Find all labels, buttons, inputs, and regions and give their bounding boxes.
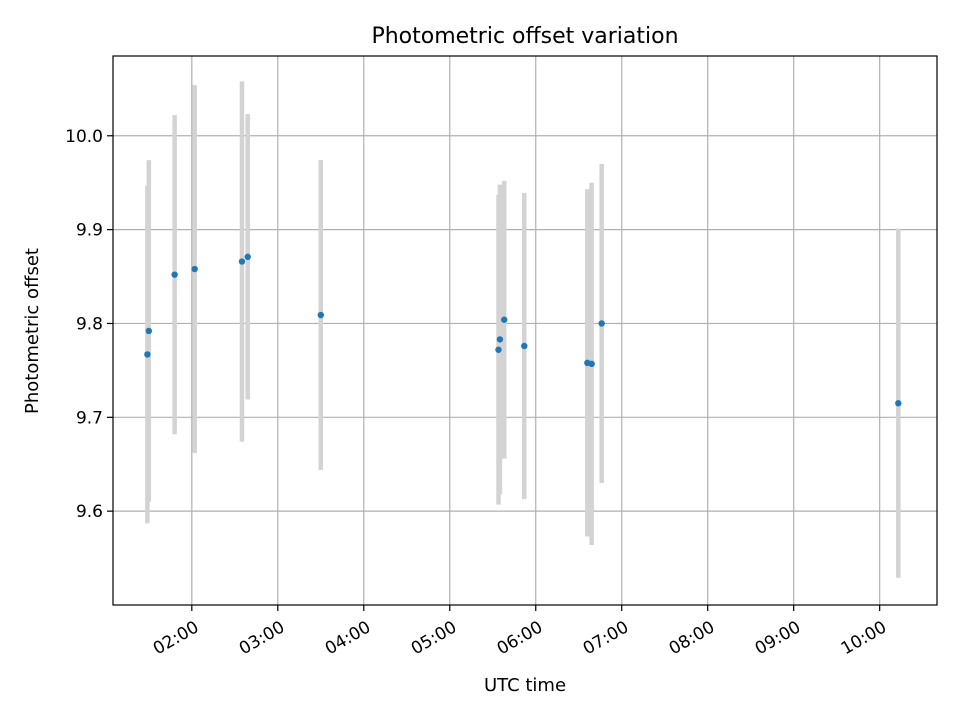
x-tick-label: 08:00 [666,617,718,659]
data-point [317,311,324,319]
x-tick-label: 03:00 [236,617,288,659]
y-tick-label: 9.9 [76,221,103,241]
data-point [496,336,504,343]
x-tick-label: 02:00 [150,617,202,659]
x-tick-label: 05:00 [408,617,460,659]
x-tick-label: 06:00 [494,617,546,659]
x-tick-label: 04:00 [322,617,374,659]
data-point [521,342,528,350]
data-point [145,327,153,335]
data-point [588,360,595,368]
data-point [501,316,508,323]
x-tick-label: 09:00 [752,617,804,659]
data-point [238,258,246,265]
y-axis-label: Photometric offset [22,248,43,414]
x-tick-label: 07:00 [580,617,632,659]
y-tick-label: 9.6 [76,502,103,522]
y-tick-label: 9.8 [76,314,103,334]
chart-title: Photometric offset variation [371,24,678,49]
y-tick-label: 9.7 [76,408,103,428]
x-axis-label: UTC time [484,675,566,696]
error-bars [145,81,901,578]
plot-frame [112,55,938,606]
data-point [191,265,198,273]
axis-ticks: 02:00 03:00 04:00 05:00 06:00 07:00 08:00 09:00… [65,127,890,659]
data-point [244,253,251,261]
x-tick-label: 10:00 [838,617,890,659]
data-point [495,346,502,353]
data-point [144,351,151,358]
data-point [598,320,605,327]
y-tick-label: 10.0 [65,127,103,147]
data-point [171,271,178,278]
data-points [144,253,902,407]
data-point [895,400,902,407]
